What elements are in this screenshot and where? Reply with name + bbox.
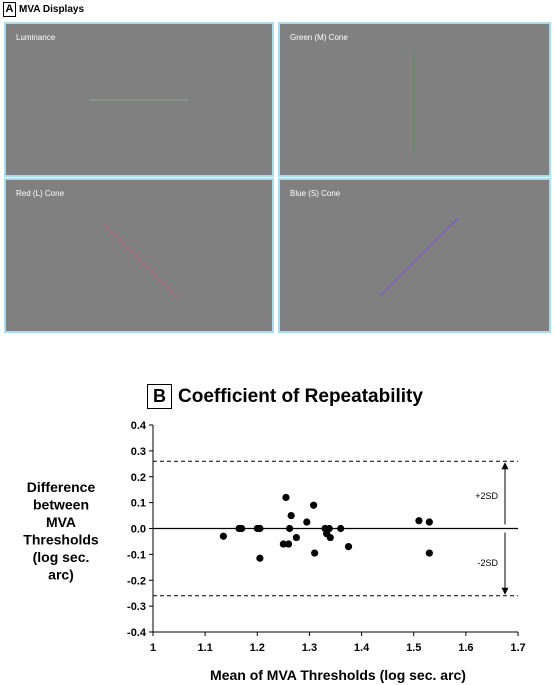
- x-tick-label: 1.7: [510, 642, 525, 654]
- red-cone-display-label: Red (L) Cone: [16, 189, 65, 198]
- y-axis-label: Difference between MVA Thresholds (log sec. a…: [23, 479, 99, 583]
- y-axis-label-line: (log sec.: [33, 549, 90, 565]
- x-axis-label: Mean of MVA Thresholds (log sec. arc): [210, 667, 466, 683]
- panel-a-title: MVA Displays: [19, 4, 85, 15]
- green-cone-display: Green (M) Cone: [278, 22, 551, 177]
- panel-a-letter: A: [3, 2, 16, 17]
- x-tick-label: 1.5: [406, 642, 421, 654]
- data-point: [310, 501, 318, 509]
- y-axis-label-line: between: [33, 497, 89, 513]
- data-point: [219, 532, 227, 540]
- repeatability-chart: 0.4 0.3 0.2 0.1 0.0 -0.1 -0.2 -0.3 -0.41 1.1 1.2 1.…: [23, 420, 525, 683]
- y-axis-label-line: Thresholds: [23, 532, 99, 548]
- y-tick-label: -0.3: [127, 601, 146, 613]
- plus-2sd-arrow-head: [501, 462, 509, 470]
- data-point: [326, 533, 334, 542]
- y-tick-label: 0.1: [131, 498, 146, 510]
- x-tick-label: 1.6: [458, 642, 473, 654]
- red-cone-display: Red (L) Cone: [4, 178, 274, 333]
- data-point: [415, 517, 423, 525]
- data-point: [238, 524, 246, 533]
- x-tick-label: 1.3: [302, 642, 317, 654]
- y-tick-label: 0.2: [131, 472, 146, 484]
- data-point: [337, 524, 345, 533]
- data-point: [256, 554, 264, 562]
- y-tick-label: -0.2: [127, 575, 146, 587]
- data-point: [425, 549, 433, 557]
- y-tick-label: 0.4: [131, 420, 147, 432]
- y-tick-label: 0.0: [131, 524, 146, 536]
- data-point: [311, 549, 319, 557]
- data-point: [344, 543, 353, 551]
- data-point: [292, 533, 300, 542]
- panel-b-letter: B: [147, 384, 172, 409]
- luminance-stimulus: [90, 99, 188, 101]
- data-point: [303, 518, 311, 526]
- x-tick-label: 1.1: [197, 642, 212, 654]
- data-point: [256, 524, 264, 533]
- y-tick-label: 0.3: [131, 446, 146, 458]
- y-axis-label-line: MVA: [46, 514, 76, 530]
- green-cone-display-label: Green (M) Cone: [290, 33, 348, 42]
- x-tick-label: 1: [150, 642, 156, 654]
- data-point: [282, 493, 290, 502]
- y-axis-label-line: arc): [48, 567, 74, 583]
- blue-cone-display-label: Blue (S) Cone: [290, 189, 341, 198]
- x-tick-label: 1.2: [250, 642, 265, 654]
- data-point: [425, 518, 433, 526]
- panel-b-header: B Coefficient of Repeatability: [147, 384, 423, 409]
- luminance-display: Luminance: [4, 22, 274, 177]
- minus-2sd-arrow-head: [501, 587, 509, 595]
- data-point: [279, 540, 287, 548]
- red-cone-stimulus: [103, 223, 179, 299]
- blue-cone-display: Blue (S) Cone: [278, 178, 551, 333]
- panel-a-header: A MVA Displays: [3, 2, 84, 17]
- luminance-display-label: Luminance: [16, 33, 56, 42]
- panel-b-title: Coefficient of Repeatability: [178, 385, 423, 407]
- y-tick-label: -0.1: [127, 549, 146, 561]
- y-tick-label: -0.4: [127, 627, 147, 639]
- data-point: [286, 524, 294, 533]
- plus-2sd-label: +2SD: [475, 491, 498, 501]
- minus-2sd-label: -2SD: [477, 558, 498, 568]
- data-point: [287, 511, 295, 520]
- data-point: [284, 540, 293, 548]
- green-cone-stimulus: [413, 52, 415, 152]
- y-axis-label-line: Difference: [27, 479, 96, 495]
- blue-cone-stimulus: [379, 217, 459, 297]
- data-point: [325, 524, 333, 533]
- x-tick-label: 1.4: [354, 642, 370, 654]
